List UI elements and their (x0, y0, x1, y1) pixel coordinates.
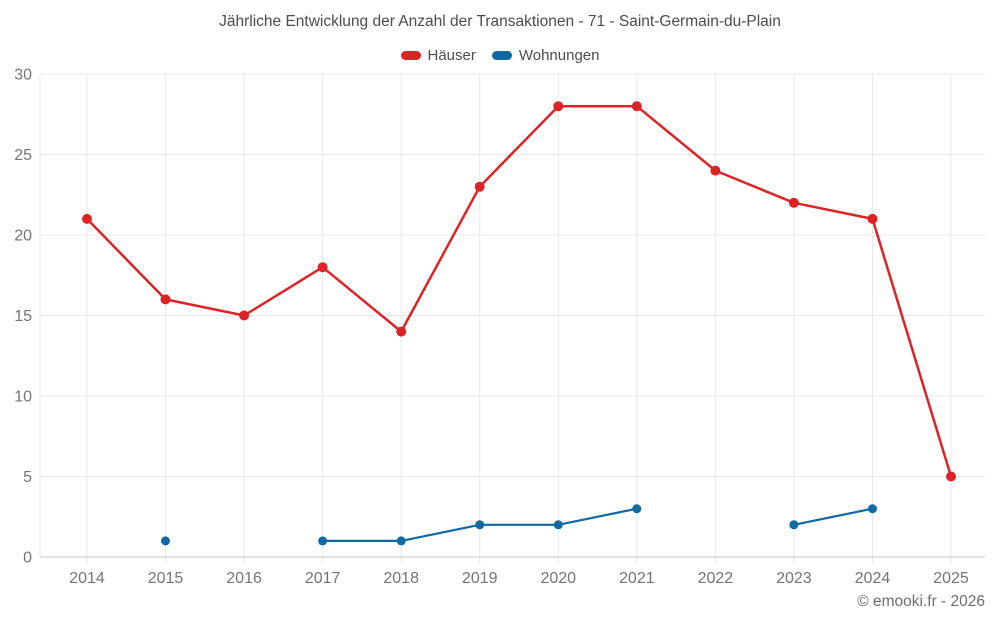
y-tick-label: 20 (14, 228, 32, 245)
gridlines-vertical (86, 74, 952, 563)
x-tick-label: 2021 (619, 570, 655, 587)
data-point[interactable] (789, 520, 799, 530)
data-point[interactable] (867, 213, 878, 224)
x-tick-label: 2023 (776, 570, 812, 587)
x-tick-label: 2018 (383, 570, 419, 587)
data-point[interactable] (318, 536, 328, 546)
data-point[interactable] (239, 310, 250, 321)
data-point[interactable] (710, 165, 721, 176)
data-point[interactable] (317, 262, 328, 273)
y-axis-tick-labels: 0 5 10 15 20 25 30 (14, 67, 32, 567)
data-point[interactable] (396, 536, 406, 546)
x-tick-label: 2024 (855, 570, 891, 587)
data-point[interactable] (788, 197, 799, 208)
data-point[interactable] (396, 326, 407, 337)
y-tick-label: 15 (14, 308, 32, 325)
gridlines-horizontal (40, 73, 985, 477)
x-tick-label: 2016 (226, 570, 262, 587)
data-point[interactable] (553, 101, 564, 112)
footer-attribution: © emooki.fr - 2026 (857, 593, 985, 610)
y-tick-label: 30 (14, 67, 32, 84)
legend-swatch-haeuser (400, 51, 421, 60)
x-tick-label: 2025 (933, 570, 969, 587)
x-tick-label: 2019 (462, 570, 498, 587)
legend-label-wohnungen: Wohnungen (518, 47, 600, 64)
legend-swatch-wohnungen (491, 51, 512, 60)
data-point[interactable] (82, 213, 92, 224)
data-point[interactable] (475, 520, 485, 530)
series-line (85, 104, 953, 478)
data-point[interactable] (160, 294, 171, 305)
series-1-wohnungen (161, 504, 877, 546)
data-point[interactable] (631, 101, 642, 112)
legend-item-haeuser[interactable]: Häuser (400, 47, 476, 64)
x-tick-label: 2014 (69, 570, 105, 587)
y-tick-label: 5 (23, 469, 32, 486)
x-tick-label: 2020 (540, 570, 576, 587)
y-tick-label: 0 (23, 550, 32, 567)
data-point[interactable] (553, 520, 563, 530)
chart-legend: Häuser Wohnungen (0, 47, 1000, 64)
x-tick-label: 2017 (305, 570, 341, 587)
chart-title: Jährliche Entwicklung der Anzahl der Tra… (219, 13, 781, 30)
x-tick-label: 2022 (698, 570, 734, 587)
data-point[interactable] (632, 504, 642, 514)
x-axis-tick-labels: 2014 2015 2016 2017 2018 2019 2020 2021 2022 2023… (69, 570, 969, 587)
legend-label-haeuser: Häuser (427, 47, 476, 64)
legend-item-wohnungen[interactable]: Wohnungen (491, 47, 600, 64)
data-point[interactable] (868, 504, 877, 514)
y-tick-label: 10 (14, 389, 32, 406)
data-point[interactable] (161, 536, 170, 546)
x-tick-label: 2015 (148, 570, 184, 587)
y-tick-label: 25 (14, 147, 32, 164)
data-point[interactable] (946, 471, 956, 482)
series-0-häuser (82, 101, 956, 482)
data-point[interactable] (474, 181, 485, 192)
